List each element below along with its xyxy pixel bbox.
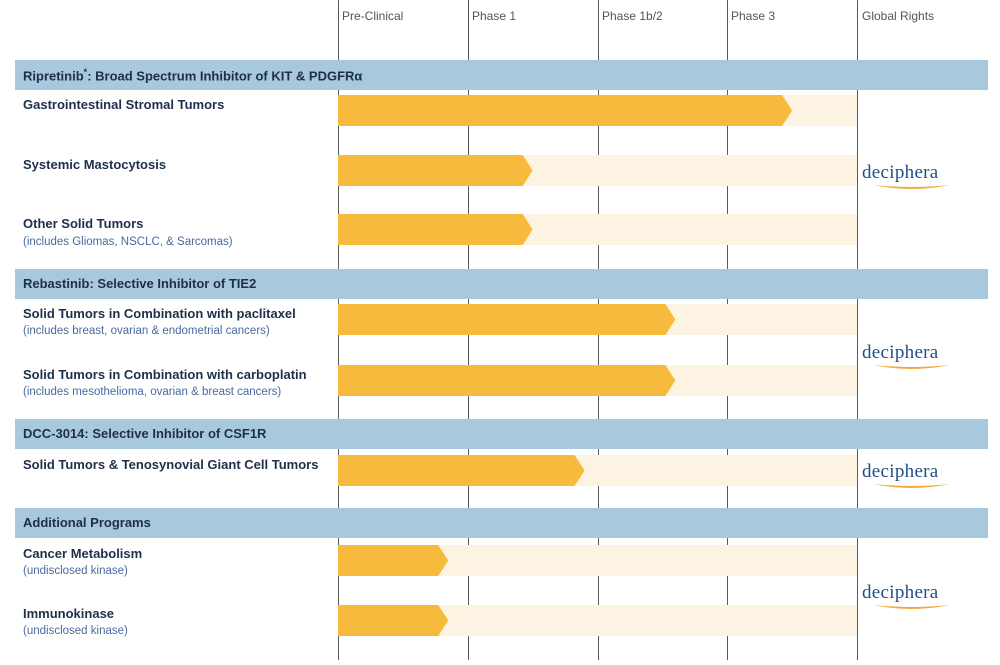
bar-track	[338, 214, 857, 245]
progress-bar	[338, 365, 676, 396]
bar-fill-arrow	[338, 214, 533, 245]
progress-bar	[338, 95, 793, 126]
logo-wordmark: deciphera	[862, 342, 939, 363]
section-title: Additional Programs	[23, 515, 151, 530]
logo-swoosh-icon	[874, 185, 950, 189]
section-header-dcc3014: DCC-3014: Selective Inhibitor of CSF1R	[15, 419, 988, 449]
program-title: Solid Tumors & Tenosynovial Giant Cell T…	[23, 457, 319, 472]
section-name: Ripretinib	[23, 68, 84, 84]
section-title: DCC-3014: Selective Inhibitor of CSF1R	[23, 426, 267, 441]
program-title: Gastrointestinal Stromal Tumors	[23, 97, 225, 112]
program-subtitle: (includes mesothelioma, ovarian & breast…	[23, 386, 282, 398]
progress-bar	[338, 304, 676, 335]
phase-divider-global-rights	[857, 0, 858, 660]
bar-track	[338, 304, 857, 335]
progress-bar	[338, 605, 449, 636]
bar-fill-arrow	[338, 605, 449, 636]
bar-track	[338, 605, 857, 636]
bar-fill-arrow	[338, 365, 676, 396]
bar-fill-arrow	[338, 155, 533, 186]
deciphera-logo: deciphera	[862, 582, 958, 614]
bar-fill-arrow	[338, 455, 585, 486]
progress-bar	[338, 214, 533, 245]
section-suffix: : Broad Spectrum Inhibitor of KIT & PDGF…	[87, 68, 363, 84]
progress-bar	[338, 455, 585, 486]
progress-bar	[338, 155, 533, 186]
program-title: Solid Tumors in Combination with paclita…	[23, 306, 296, 321]
deciphera-logo: deciphera	[862, 342, 958, 374]
deciphera-logo: deciphera	[862, 461, 958, 493]
program-title: Immunokinase	[23, 606, 115, 621]
footnote-mark: *	[83, 67, 88, 77]
bar-fill-arrow	[338, 95, 793, 126]
section-header-ripretinib: Ripretinib*: Broad Spectrum Inhibitor of…	[15, 60, 988, 90]
bar-track	[338, 455, 857, 486]
bar-track	[338, 95, 857, 126]
program-subtitle: (includes breast, ovarian & endometrial …	[23, 325, 270, 337]
section-title: Rebastinib: Selective Inhibitor of TIE2	[23, 276, 257, 291]
program-subtitle: (undisclosed kinase)	[23, 565, 128, 577]
bar-fill-arrow	[338, 304, 676, 335]
logo-swoosh-icon	[874, 484, 950, 488]
logo-swoosh-icon	[874, 605, 950, 609]
logo-wordmark: deciphera	[862, 461, 939, 482]
phase-label-phase1: Phase 1	[472, 9, 517, 23]
phase-label-phase3: Phase 3	[731, 9, 776, 23]
progress-bar	[338, 545, 449, 576]
program-title: Cancer Metabolism	[23, 546, 143, 561]
program-title: Systemic Mastocytosis	[23, 157, 167, 172]
section-header-rebastinib: Rebastinib: Selective Inhibitor of TIE2	[15, 269, 988, 299]
bar-track	[338, 545, 857, 576]
bar-track	[338, 155, 857, 186]
logo-swoosh-icon	[874, 365, 950, 369]
section-title: Ripretinib*: Broad Spectrum Inhibitor of…	[23, 67, 362, 83]
phase-label-global-rights: Global Rights	[862, 9, 935, 23]
program-title: Other Solid Tumors	[23, 216, 144, 231]
program-subtitle: (includes Gliomas, NSCLC, & Sarcomas)	[23, 236, 233, 248]
phase-label-preclinical: Pre-Clinical	[342, 9, 404, 23]
bar-fill-arrow	[338, 545, 449, 576]
section-header-additional: Additional Programs	[15, 508, 988, 538]
phase-label-phase1b2: Phase 1b/2	[602, 9, 663, 23]
bar-track	[338, 365, 857, 396]
logo-wordmark: deciphera	[862, 582, 939, 603]
program-subtitle: (undisclosed kinase)	[23, 625, 128, 637]
logo-wordmark: deciphera	[862, 162, 939, 183]
deciphera-logo: deciphera	[862, 162, 958, 194]
program-title: Solid Tumors in Combination with carbopl…	[23, 367, 307, 382]
